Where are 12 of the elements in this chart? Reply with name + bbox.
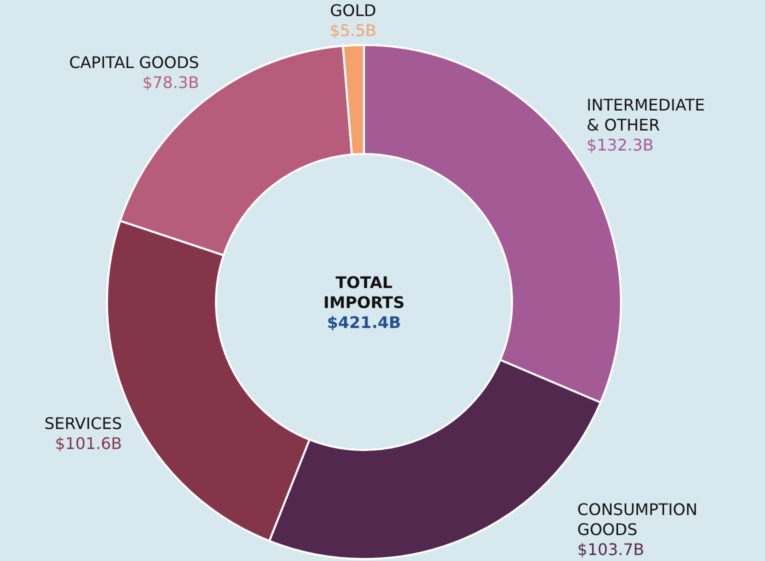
text: TOTAL IMPORTS xyxy=(323,273,405,312)
slice-label: CAPITAL GOODS xyxy=(69,53,200,72)
data-label: $103.7B xyxy=(577,540,644,559)
data-label: $101.6B xyxy=(55,434,122,453)
slice-label: GOLD xyxy=(330,1,376,20)
data-label: $132.3B xyxy=(586,136,654,155)
text: $421.4B xyxy=(327,313,401,332)
slice-label: CONSUMPTION GOODS xyxy=(577,500,698,539)
data-label: $5.5B xyxy=(330,21,376,40)
slice-label: INTERMEDIATE & OTHER xyxy=(586,96,705,135)
slice-label: SERVICES xyxy=(44,414,122,433)
data-label: $78.3B xyxy=(142,73,200,92)
